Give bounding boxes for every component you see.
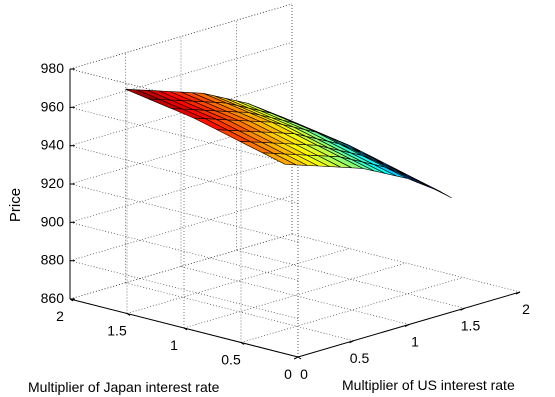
y-tick-label: 1 [170, 337, 178, 353]
backwall-grid-z-5 [69, 41, 293, 108]
x-tick-label: 1 [411, 334, 419, 350]
z-tick-label: 960 [41, 98, 65, 114]
x-tick-mark [404, 324, 410, 327]
backwall-grid-z-6 [69, 3, 293, 70]
z-tick-label: 900 [41, 213, 65, 229]
z-tick-label: 940 [41, 137, 65, 153]
backwall-grid-z-4 [69, 80, 293, 147]
floor-grid-y-3 [126, 248, 350, 314]
x-axis-label: Multiplier of US interest rate [342, 377, 515, 393]
x-tick-mark [460, 307, 465, 311]
x-tick-label: 1.5 [461, 317, 481, 333]
y-axis-label: Multiplier of Japan interest rate [28, 379, 220, 395]
backwall-grid-z-0 [69, 233, 293, 300]
floor-grid-x-2 [180, 266, 410, 325]
backwall-grid-z-2 [69, 156, 293, 223]
x-tick-label: 0.5 [350, 350, 370, 366]
y-tick-mark [183, 327, 188, 331]
x-tick-mark [349, 340, 354, 344]
floor-grid-x-3 [236, 249, 465, 309]
y-tick-mark [297, 356, 302, 360]
axes-box-front [69, 69, 521, 358]
floor-grid-y-1 [240, 277, 464, 343]
tick-labels: 0 0.5 1 1.5 2 0 0.5 1 1.5 2 860 880 900 920 940 960 980 [41, 60, 530, 382]
y-tick-mark [126, 313, 131, 316]
z-tick-label: 880 [41, 252, 65, 268]
x-tick-mark [293, 356, 299, 360]
y-tick-label: 2 [56, 308, 64, 324]
x-tick-label: 2 [522, 301, 530, 317]
grid-lines [69, 3, 521, 358]
surface-patch [125, 88, 160, 100]
y-tick-mark [240, 342, 245, 345]
z-axis-label: Price [7, 188, 24, 222]
sidewall-grid-z-1 [69, 260, 299, 320]
sidewall-grid-z-5 [69, 106, 299, 166]
z-tick-label: 920 [41, 175, 65, 191]
y-tick-label: 0 [284, 366, 292, 382]
z-tick-label: 860 [41, 290, 65, 306]
surface-mesh [125, 88, 452, 199]
y-tick-label: 1.5 [107, 323, 127, 339]
z-tick-label: 980 [41, 60, 65, 76]
backwall-grid-z-1 [69, 195, 293, 262]
x-tick-mark [515, 291, 521, 295]
y-tick-label: 0.5 [221, 352, 241, 368]
x-tick-label: 0 [300, 366, 308, 382]
sidewall-grid-z-2 [69, 221, 299, 281]
floor-grid-y-2 [183, 262, 407, 329]
